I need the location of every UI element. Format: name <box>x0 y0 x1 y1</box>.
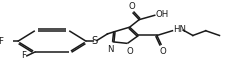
Text: O: O <box>128 2 135 11</box>
Text: OH: OH <box>156 10 169 19</box>
Text: S: S <box>91 36 98 46</box>
Text: N: N <box>107 45 113 54</box>
Text: O: O <box>159 47 166 56</box>
Text: HN: HN <box>173 25 186 34</box>
Text: F: F <box>0 37 3 46</box>
Text: O: O <box>127 47 133 56</box>
Text: F: F <box>21 51 26 60</box>
